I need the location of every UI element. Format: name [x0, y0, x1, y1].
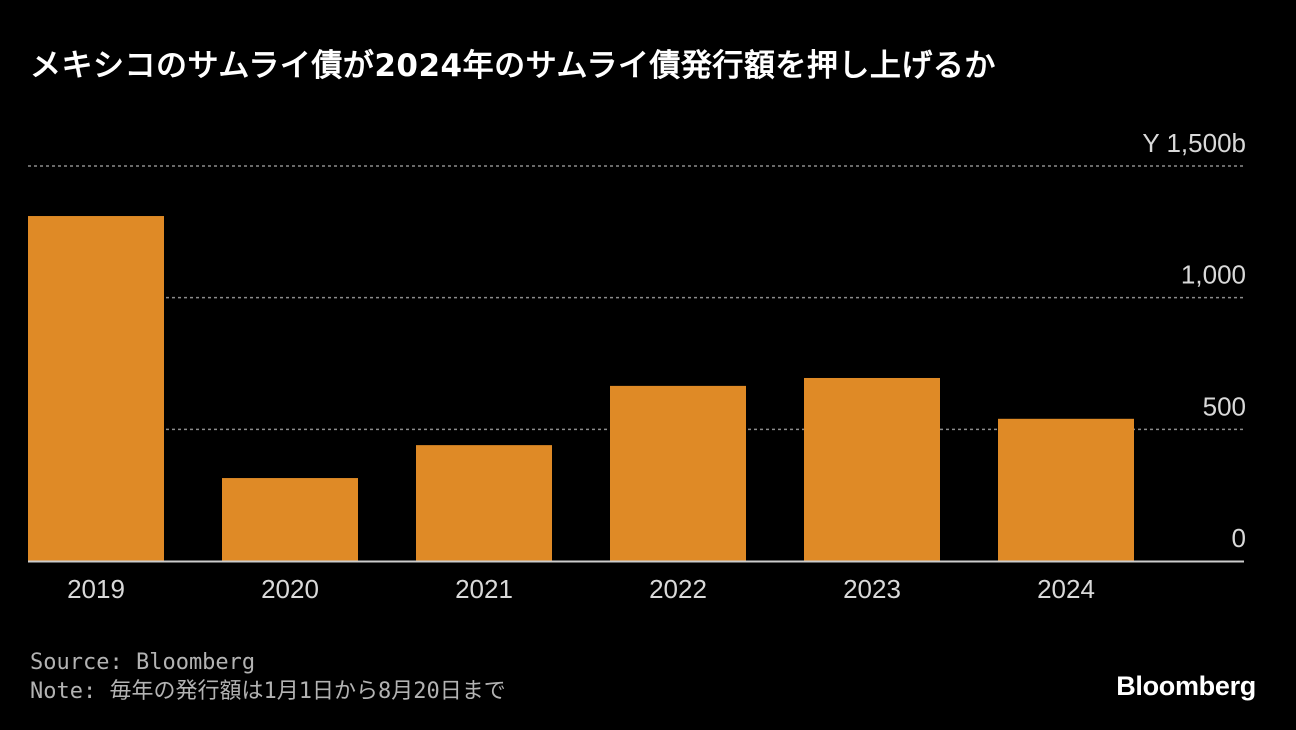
source-line: Source: Bloomberg	[30, 650, 256, 675]
bloomberg-logo: Bloomberg	[1116, 671, 1256, 701]
chart-title: メキシコのサムライ債が2024年のサムライ債発行額を押し上げるか	[30, 48, 996, 84]
bars	[28, 216, 1134, 562]
x-tick-label: 2021	[455, 574, 513, 604]
x-tick-label: 2019	[67, 574, 125, 604]
y-tick-label: 1,000	[1181, 260, 1246, 290]
bar	[610, 385, 746, 561]
x-tick-label: 2024	[1037, 574, 1095, 604]
y-tick-label: 500	[1203, 391, 1246, 421]
bar	[28, 216, 164, 562]
x-tick-label: 2020	[261, 574, 319, 604]
labels: 0 500 1,000 Y 1,500b 2019 2020 2021 2022 2023 202…	[67, 128, 1246, 604]
y-tick-label: 0	[1232, 523, 1246, 553]
x-tick-label: 2023	[843, 574, 901, 604]
bar	[222, 478, 358, 561]
footnote: Source: Bloomberg Note: 毎年の発行額は1月1日から8月2…	[30, 648, 506, 706]
bar	[998, 418, 1134, 561]
bar	[804, 377, 940, 561]
x-tick-label: 2022	[649, 574, 707, 604]
bar	[416, 445, 552, 561]
note-line: Note: 毎年の発行額は1月1日から8月20日まで	[30, 679, 506, 704]
y-tick-label: Y 1,500b	[1142, 128, 1246, 158]
